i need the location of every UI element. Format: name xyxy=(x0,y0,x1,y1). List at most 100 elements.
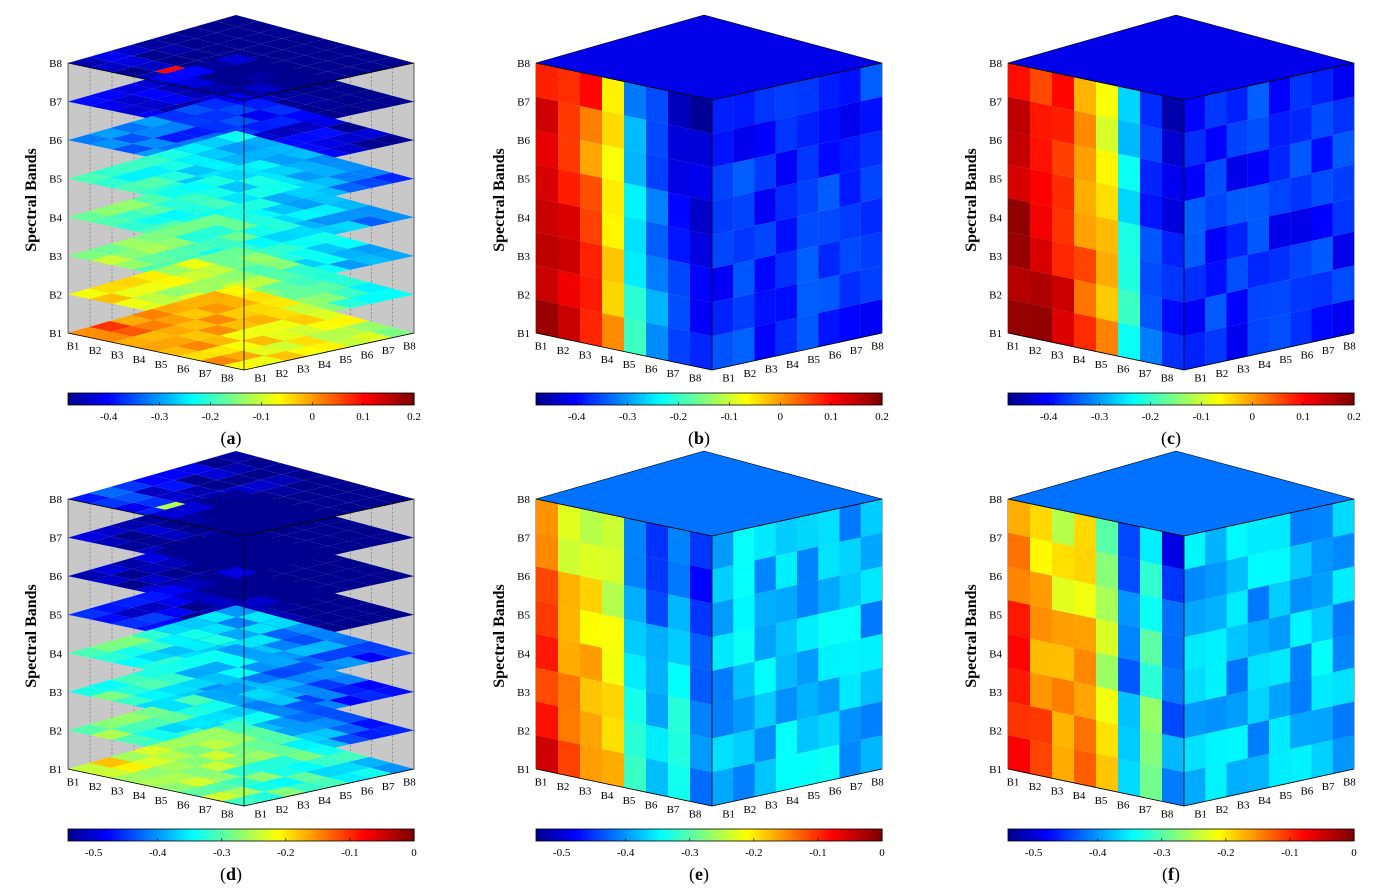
side-cell xyxy=(1184,733,1206,773)
front-cell xyxy=(646,322,668,361)
slice-cell xyxy=(260,77,304,89)
z-tick-label: B3 xyxy=(49,687,62,699)
slice-cell xyxy=(153,82,197,94)
slice-cell xyxy=(348,525,392,537)
side-cell xyxy=(1269,681,1291,720)
slice-cell xyxy=(154,55,198,66)
slice-cell xyxy=(174,513,218,525)
slice-cell xyxy=(132,640,176,652)
colorbar-segment xyxy=(1293,393,1297,405)
side-cell xyxy=(1226,322,1248,361)
colorbar-segment xyxy=(573,393,577,405)
side-cell xyxy=(1184,632,1206,671)
colorbar-segment xyxy=(853,829,857,841)
slice-cell xyxy=(111,723,155,734)
front-cell xyxy=(1162,632,1184,671)
front-cell xyxy=(1118,522,1140,561)
side-cell xyxy=(839,135,861,174)
slice-cell xyxy=(132,204,176,216)
slice-cell xyxy=(263,340,307,351)
colorbar-segment xyxy=(559,393,563,405)
z-tick-label: B3 xyxy=(49,251,62,263)
slice-cell xyxy=(261,755,305,767)
side-cell xyxy=(818,173,840,212)
colorbar-tick-label: -0.1 xyxy=(721,411,738,423)
slice-cell xyxy=(281,110,325,122)
colorbar-frame xyxy=(535,828,883,842)
slice-cell xyxy=(221,350,265,361)
colorbar-segment xyxy=(590,829,595,841)
slice-cell xyxy=(282,750,327,762)
colorbar-segment xyxy=(564,393,569,405)
slice-cell xyxy=(328,695,372,706)
side-cell xyxy=(1247,317,1269,357)
slice-cell xyxy=(89,282,133,294)
colorbar-segment xyxy=(711,829,716,841)
x-tick-label: B3 xyxy=(1051,786,1064,798)
front-cell xyxy=(646,254,668,294)
slice-cell xyxy=(239,480,283,491)
slice-cell xyxy=(68,570,111,581)
slice-cell xyxy=(217,154,261,166)
side-cell xyxy=(797,749,819,788)
slice-cell xyxy=(154,722,198,734)
colorbar-segment xyxy=(171,393,176,405)
z-tick-label: B8 xyxy=(49,58,62,70)
colorbar-segment xyxy=(122,393,127,405)
colorbar-segment xyxy=(171,829,176,841)
colorbar-segment xyxy=(1097,829,1101,841)
colorbar-segment xyxy=(714,393,719,405)
colorbar-segment xyxy=(844,829,848,841)
front-cell xyxy=(580,72,602,111)
front-cell xyxy=(1118,623,1140,662)
side-cell xyxy=(1311,638,1333,677)
side-cell xyxy=(1332,198,1354,237)
colorbar-segment xyxy=(850,829,854,841)
colorbar-segment xyxy=(585,393,589,405)
side-cell xyxy=(1205,90,1227,130)
slice-cell xyxy=(240,722,284,733)
colorbar-segment xyxy=(226,393,231,405)
front-cell xyxy=(1096,284,1118,323)
side-cell xyxy=(775,753,797,793)
slice-cell xyxy=(217,512,261,524)
colorbar-segment xyxy=(1114,829,1119,841)
slice-cell xyxy=(152,739,196,751)
slice-cell xyxy=(194,136,238,149)
colorbar-segment xyxy=(212,829,216,841)
z-tick-label: B5 xyxy=(49,174,62,186)
y-tick-label: B5 xyxy=(807,354,820,366)
colorbar-segment xyxy=(639,393,644,405)
y-tick-label: B8 xyxy=(1343,776,1356,788)
side-cell xyxy=(1290,173,1312,212)
y-tick-label: B1 xyxy=(1194,809,1207,821)
front-cell xyxy=(646,221,668,260)
slice-cell xyxy=(282,44,327,56)
slice-cell xyxy=(259,142,303,155)
front-cell xyxy=(1008,265,1030,304)
colorbar-segment xyxy=(717,393,722,405)
colorbar-segment xyxy=(1221,393,1225,405)
colorbar-segment xyxy=(261,393,265,405)
z-tick-label: B4 xyxy=(49,212,62,224)
front-cell xyxy=(1008,63,1030,102)
slice-cell xyxy=(217,590,261,602)
side-cell xyxy=(1247,284,1269,323)
colorbar-tick-label: 0 xyxy=(777,411,783,423)
slice-cell xyxy=(327,56,371,67)
colorbar-segment xyxy=(749,393,753,405)
colorbar-segment xyxy=(1336,829,1341,841)
slice-cell xyxy=(284,258,329,269)
colorbar-segment xyxy=(203,393,207,405)
slice-cell xyxy=(305,766,350,778)
slice-cell xyxy=(195,661,239,673)
slice-cell xyxy=(260,667,304,679)
front-cell xyxy=(646,690,668,730)
slice-cell xyxy=(305,574,350,585)
front-cell xyxy=(1074,144,1096,183)
slice-cell xyxy=(240,209,284,220)
colorbar-segment xyxy=(1123,829,1127,841)
colorbar-segment xyxy=(1192,829,1197,841)
side-cell xyxy=(1311,168,1333,208)
